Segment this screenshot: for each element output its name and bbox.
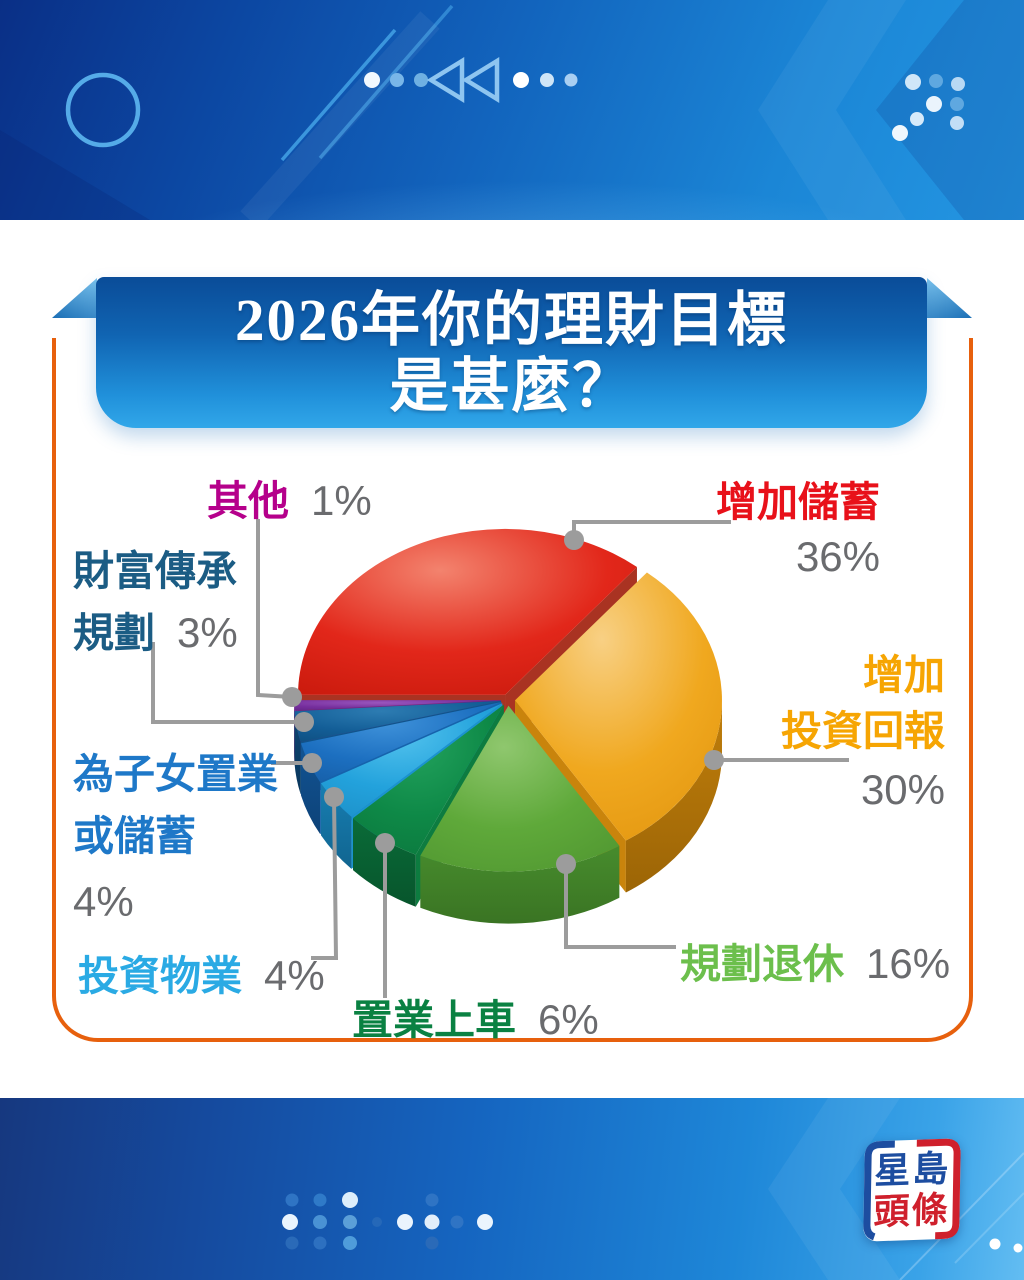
label-other-pct: 1% bbox=[311, 477, 372, 524]
dot-icon bbox=[414, 73, 428, 87]
label-other: 其他 1% bbox=[207, 467, 372, 527]
circle-outline-icon bbox=[65, 72, 141, 148]
corner-wedge-decoration bbox=[0, 130, 150, 220]
label-first-home-text: 置業上車 bbox=[352, 997, 516, 1043]
chevron-decoration-2 bbox=[876, 0, 1024, 220]
label-wealth-legacy-line2: 規劃 bbox=[73, 610, 155, 656]
label-children-home-pct: 4% bbox=[73, 878, 134, 925]
logo-text-top: 星島 bbox=[874, 1147, 951, 1192]
title-banner: 2026年你的理財目標 是甚麼？ bbox=[96, 277, 927, 428]
chart-frame bbox=[52, 338, 973, 1042]
dot-icon bbox=[540, 73, 554, 87]
label-wealth-legacy-pct: 3% bbox=[177, 609, 238, 656]
dot-icon bbox=[564, 73, 578, 87]
page-title-line1: 2026年你的理財目標 bbox=[234, 286, 788, 353]
header-glow bbox=[0, 0, 1024, 220]
label-other-text: 其他 bbox=[207, 478, 289, 524]
label-retirement: 規劃退休 16% bbox=[680, 930, 950, 990]
header-decorations bbox=[0, 0, 1024, 220]
header-band bbox=[0, 0, 1024, 220]
sing-tao-logo: 星島 頭條 bbox=[863, 1138, 961, 1242]
banner-left-fold bbox=[52, 278, 97, 318]
label-wealth-legacy: 財富傳承 規劃 3% bbox=[73, 545, 238, 669]
dot-icon bbox=[513, 72, 529, 88]
label-children-home-line1: 為子女置業 bbox=[73, 751, 278, 797]
page-title-line2: 是甚麼？ bbox=[389, 352, 634, 419]
dot-icon bbox=[989, 1238, 1001, 1250]
label-wealth-legacy-line1: 財富傳承 bbox=[73, 548, 237, 594]
label-investment-return-line2: 投資回報 bbox=[781, 708, 945, 754]
label-investment-return-line1: 增加 bbox=[863, 652, 945, 698]
label-investment-property-text: 投資物業 bbox=[78, 953, 242, 999]
logo-border-blue bbox=[863, 1140, 895, 1241]
chevron-line-icon bbox=[954, 1192, 1024, 1264]
logo-border bbox=[863, 1138, 961, 1241]
slash-line-icon bbox=[318, 4, 454, 160]
dot-icon bbox=[364, 72, 380, 88]
dots-grid-icon bbox=[282, 1192, 493, 1250]
label-investment-property: 投資物業 4% bbox=[78, 942, 325, 1002]
dots-arrow-cluster-icon bbox=[892, 74, 965, 141]
logo-text-bottom: 頭條 bbox=[873, 1188, 950, 1233]
label-retirement-text: 規劃退休 bbox=[680, 941, 844, 987]
slash-band-decoration bbox=[240, 11, 440, 220]
dot-icon bbox=[1013, 1243, 1023, 1253]
label-increase-savings-text: 增加儲蓄 bbox=[716, 479, 880, 525]
slash-line-icon bbox=[280, 28, 397, 162]
label-investment-property-pct: 4% bbox=[264, 952, 325, 999]
label-increase-savings-pct: 36% bbox=[795, 533, 880, 580]
label-first-home-pct: 6% bbox=[538, 996, 599, 1043]
rewind-triangle-icon bbox=[426, 56, 465, 104]
label-investment-return: 增加 投資回報 30% bbox=[755, 652, 945, 823]
chevron-line-icon bbox=[899, 1152, 1024, 1280]
footer-band: 星島 頭條 bbox=[0, 1098, 1024, 1280]
label-first-home: 置業上車 6% bbox=[352, 986, 599, 1046]
chevron-decoration bbox=[758, 0, 906, 220]
dot-icon bbox=[390, 73, 404, 87]
label-children-home-line2: 或儲蓄 bbox=[73, 813, 196, 859]
banner-right-fold bbox=[927, 278, 972, 318]
logo-border-red bbox=[916, 1138, 961, 1240]
label-children-home: 為子女置業 或儲蓄 4% bbox=[73, 748, 278, 938]
label-increase-savings: 增加儲蓄 36% bbox=[690, 468, 880, 581]
label-retirement-pct: 16% bbox=[866, 940, 951, 987]
label-investment-return-pct: 30% bbox=[860, 766, 945, 813]
rewind-triangle-icon bbox=[461, 56, 500, 104]
